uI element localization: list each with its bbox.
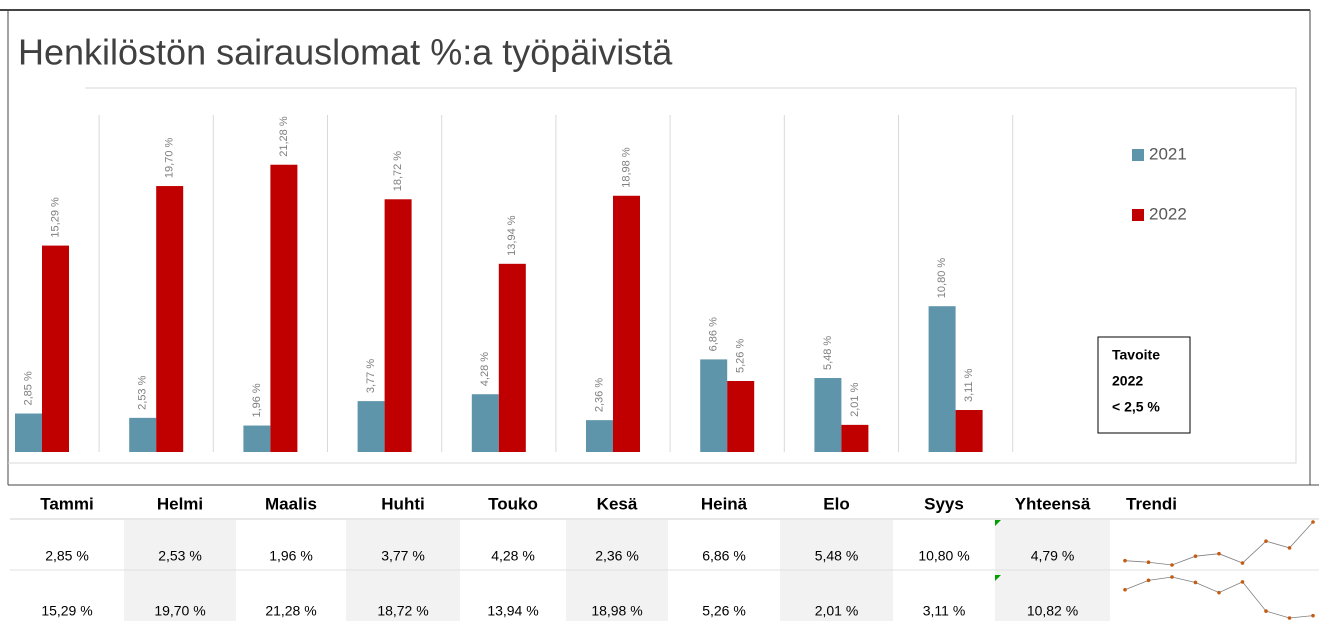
data-label: 6,86 %: [708, 317, 720, 351]
sparkline-marker: [1240, 561, 1245, 565]
sparkline-marker: [1170, 575, 1174, 579]
sparkline-marker: [1264, 609, 1268, 613]
column-header: Maalis: [265, 494, 317, 513]
data-label: 18,72 %: [392, 151, 404, 192]
data-label: 21,28 %: [278, 116, 290, 157]
table-cell: 2,53 %: [158, 548, 202, 564]
bar: [700, 359, 728, 452]
legend-swatch: [1132, 149, 1144, 161]
table-cell: 21,28 %: [265, 603, 316, 619]
bar: [384, 199, 412, 452]
bar: [15, 413, 42, 452]
data-label: 10,80 %: [936, 258, 948, 299]
data-label: 2,01 %: [849, 382, 861, 416]
sparkline-marker: [1311, 520, 1315, 524]
table-cell: 13,94 %: [487, 603, 538, 619]
sparkline-marker: [1193, 580, 1198, 585]
bar: [42, 245, 69, 452]
table-cell: 4,28 %: [491, 548, 535, 564]
data-label: 3,77 %: [365, 359, 377, 393]
data-label: 5,48 %: [822, 336, 834, 370]
bar: [841, 424, 869, 452]
sparkline-marker: [1264, 539, 1268, 543]
table-cell: 10,80 %: [918, 548, 969, 564]
sparkline-marker: [1123, 558, 1127, 563]
chart-title: Henkilöstön sairauslomat %:a työpäivistä: [18, 32, 673, 73]
annotation-box: [1097, 336, 1191, 434]
table-cell: 18,98 %: [591, 603, 642, 619]
column-header: Elo: [823, 494, 849, 513]
data-label: 4,28 %: [479, 352, 491, 386]
column-header: Tammi: [40, 494, 94, 513]
bar: [357, 401, 385, 452]
data-label: 3,11 %: [963, 368, 975, 402]
error-flag: [995, 575, 1001, 581]
data-label: 2,85 %: [22, 371, 34, 405]
column-header: Heinä: [701, 494, 748, 513]
table-cell: 10,82 %: [1027, 603, 1078, 619]
table-cell: 15,29 %: [41, 603, 92, 619]
data-label: 2,36 %: [593, 378, 605, 412]
sparkline-marker: [1123, 587, 1127, 592]
legend-label: 2022: [1149, 204, 1187, 223]
data-label: 15,29 %: [49, 197, 61, 238]
sparkline-marker: [1287, 546, 1292, 550]
bar: [955, 410, 983, 452]
column-header: Yhteensä: [1015, 494, 1091, 513]
legend-swatch: [1132, 209, 1144, 221]
column-header: Kesä: [597, 494, 638, 513]
table-cell: 6,86 %: [702, 548, 746, 564]
data-label: 19,70 %: [164, 137, 176, 178]
bar: [928, 306, 956, 452]
table-cell: 1,96 %: [269, 548, 313, 564]
sparkline-marker: [1146, 560, 1151, 565]
annotation: < 2,5 %: [1112, 399, 1160, 415]
data-label: 5,26 %: [735, 339, 747, 373]
bar: [814, 378, 842, 452]
table-cell: 5,48 %: [815, 548, 859, 564]
bar: [129, 417, 157, 452]
table-cell: 2,36 %: [595, 548, 639, 564]
column-header: Huhti: [381, 494, 424, 513]
table-cell: 2,85 %: [45, 548, 89, 564]
table-cell: 3,11 %: [923, 603, 966, 619]
sparkline-marker: [1240, 580, 1245, 584]
column-header: Trendi: [1126, 494, 1177, 513]
sparkline-marker: [1193, 554, 1198, 558]
bar: [270, 164, 298, 452]
table-cell: 4,79 %: [1031, 548, 1075, 564]
data-label: 13,94 %: [506, 215, 518, 256]
sparkline-marker: [1217, 551, 1221, 556]
error-flag: [995, 520, 1001, 526]
table-cell: 2,01 %: [815, 603, 859, 619]
table-cell: 19,70 %: [154, 603, 205, 619]
plot-border: [8, 87, 1297, 464]
bar: [727, 380, 755, 452]
data-label: 1,96 %: [251, 383, 263, 417]
bar: [613, 195, 640, 452]
sparkline-marker: [1311, 613, 1315, 618]
table-cell: 18,72 %: [377, 603, 428, 619]
bar: [156, 186, 184, 453]
annotation: 2022: [1112, 373, 1143, 389]
legend-label: 2021: [1149, 144, 1187, 163]
sparkline-marker: [1146, 578, 1151, 583]
table-cell: 3,77 %: [381, 548, 425, 564]
column-header: Touko: [488, 494, 538, 513]
bar: [586, 420, 613, 452]
bar: [243, 425, 271, 452]
annotation: Tavoite: [1112, 347, 1160, 363]
bar: [498, 263, 526, 452]
sparkline-marker: [1217, 590, 1221, 595]
column-header: Syys: [924, 494, 964, 513]
data-label: 2,53 %: [137, 375, 149, 409]
table-cell: 5,26 %: [702, 603, 746, 619]
sparkline-marker: [1287, 616, 1292, 620]
data-label: 18,98 %: [620, 147, 632, 188]
sparkline-marker: [1170, 563, 1174, 567]
column-header: Helmi: [157, 494, 203, 513]
bar: [471, 394, 499, 452]
